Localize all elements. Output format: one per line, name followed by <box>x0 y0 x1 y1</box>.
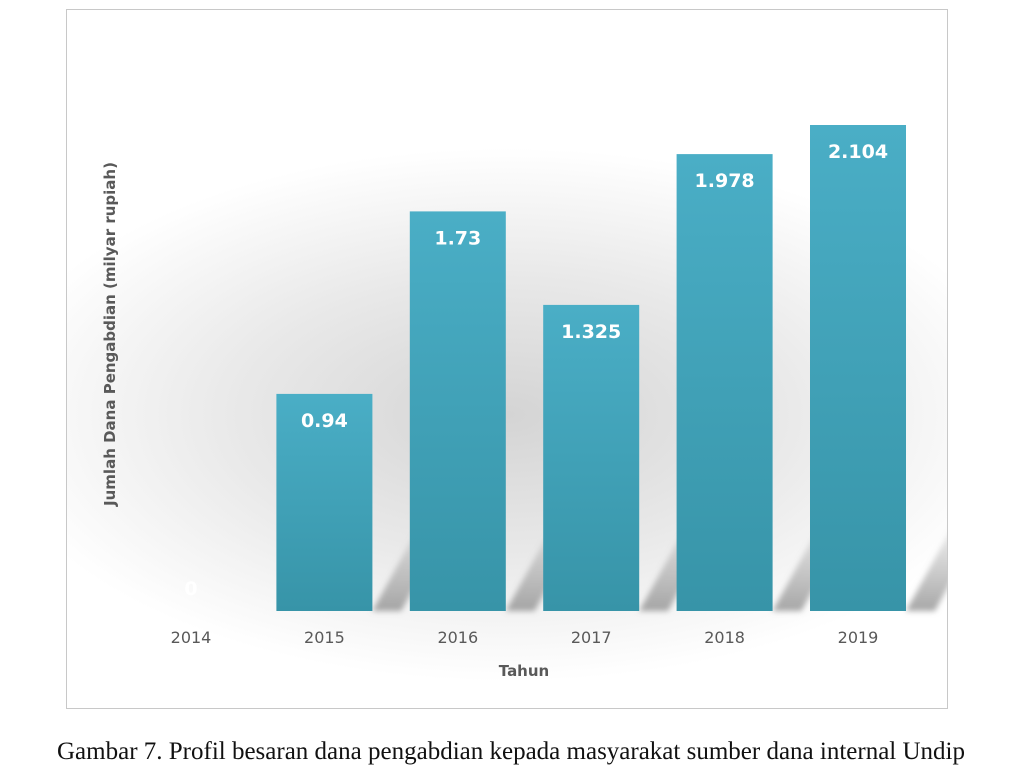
x-tick-2018: 2018 <box>704 628 745 647</box>
chart-frame: 0 0.94 1.73 1.325 1.978 2.104 2014 2015 2016 201… <box>66 9 948 709</box>
x-tick-2016: 2016 <box>437 628 478 647</box>
figure-caption: Gambar 7. Profil besaran dana pengabdian… <box>57 738 965 765</box>
bar-2017 <box>543 304 640 611</box>
data-label-2014: 0 <box>184 578 197 600</box>
bars <box>276 125 906 611</box>
bar-2016 <box>409 211 506 611</box>
data-label-2018: 1.978 <box>695 170 755 192</box>
data-label-2016: 1.73 <box>434 227 481 249</box>
bar-2015 <box>276 393 373 611</box>
data-labels: 0 0.94 1.73 1.325 1.978 2.104 <box>184 141 888 600</box>
x-tick-2017: 2017 <box>571 628 612 647</box>
bar-2018 <box>676 154 773 611</box>
x-tick-2019: 2019 <box>838 628 879 647</box>
y-axis-title: Jumlah Dana Pengabdian (milyar rupiah) <box>101 162 119 507</box>
x-axis-title: Tahun <box>499 662 549 680</box>
x-tick-2014: 2014 <box>171 628 212 647</box>
data-label-2017: 1.325 <box>561 321 621 343</box>
bar-2019 <box>810 125 906 611</box>
x-tick-labels: 2014 2015 2016 2017 2018 2019 <box>171 628 879 647</box>
bar-shadow-2019 <box>906 536 947 611</box>
data-label-2019: 2.104 <box>828 141 888 163</box>
x-tick-2015: 2015 <box>304 628 345 647</box>
data-label-2015: 0.94 <box>301 410 348 432</box>
